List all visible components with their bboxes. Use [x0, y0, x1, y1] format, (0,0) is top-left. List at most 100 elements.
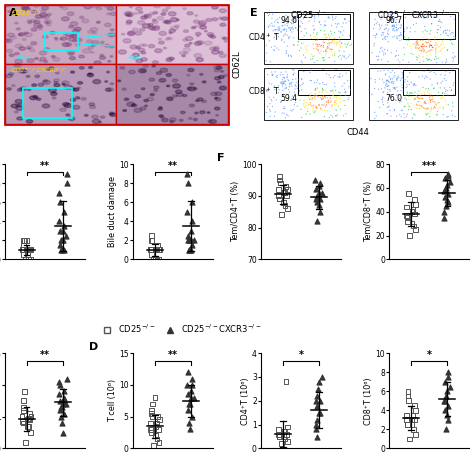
Point [419, 104, 427, 111]
Circle shape [141, 52, 146, 54]
Point [371, 115, 379, 122]
Point [313, 79, 320, 86]
Point [404, 217, 411, 225]
Point [378, 85, 385, 92]
Point [155, 426, 162, 433]
Point [410, 94, 418, 101]
Circle shape [118, 80, 121, 82]
Circle shape [123, 39, 131, 43]
Point [449, 58, 457, 65]
Circle shape [18, 104, 23, 106]
Point [393, 34, 401, 42]
Point [431, 104, 438, 111]
Point [391, 22, 398, 29]
Text: CD8$^+$ T: CD8$^+$ T [248, 86, 280, 97]
Point [426, 96, 434, 103]
Point [18, 246, 26, 253]
Circle shape [97, 21, 100, 23]
Point [18, 246, 26, 253]
Point [310, 12, 318, 19]
Point [315, 46, 322, 53]
Point [391, 33, 398, 40]
Point [328, 30, 335, 38]
Point [439, 45, 447, 52]
Point [412, 45, 419, 52]
Point [377, 24, 384, 31]
Circle shape [36, 15, 42, 19]
Circle shape [164, 20, 170, 23]
Circle shape [132, 104, 136, 106]
Point [306, 96, 313, 103]
Text: ***: *** [422, 161, 437, 171]
Point [324, 43, 331, 50]
Point [392, 53, 399, 60]
Point [311, 92, 319, 100]
Point [410, 211, 418, 218]
Point [282, 78, 289, 85]
Point [150, 442, 157, 449]
Point [438, 46, 445, 53]
Point [285, 24, 292, 32]
Point [410, 416, 418, 424]
Point [379, 76, 386, 83]
Point [412, 53, 420, 61]
Point [371, 76, 379, 83]
Point [333, 112, 340, 120]
Point [424, 66, 432, 73]
Point [314, 46, 321, 53]
Point [379, 94, 387, 101]
Point [426, 108, 434, 115]
Point [445, 170, 452, 177]
Point [283, 74, 291, 82]
Point [292, 83, 300, 90]
Point [188, 198, 196, 206]
Point [430, 102, 438, 110]
Point [317, 21, 325, 29]
Circle shape [138, 68, 146, 73]
Circle shape [194, 25, 198, 28]
Point [342, 92, 350, 99]
Point [274, 89, 282, 96]
Point [423, 35, 431, 43]
Circle shape [223, 38, 228, 40]
Circle shape [40, 57, 46, 61]
Circle shape [159, 78, 166, 82]
Circle shape [88, 30, 93, 34]
Point [414, 93, 421, 100]
Point [323, 34, 331, 41]
Circle shape [5, 5, 10, 7]
Point [27, 413, 35, 420]
Point [282, 81, 290, 88]
Point [266, 22, 274, 29]
Point [383, 77, 391, 84]
Point [283, 26, 290, 33]
Point [306, 111, 314, 118]
Point [408, 220, 416, 227]
Circle shape [154, 89, 158, 92]
Point [411, 28, 419, 35]
Point [430, 105, 438, 112]
Circle shape [170, 118, 176, 121]
Point [376, 104, 383, 111]
Point [272, 26, 279, 33]
Point [391, 106, 398, 113]
Point [451, 34, 459, 41]
Circle shape [188, 87, 196, 91]
Circle shape [145, 105, 147, 106]
Point [310, 52, 318, 59]
Point [271, 108, 279, 116]
Circle shape [107, 71, 109, 73]
Circle shape [110, 56, 113, 57]
Point [279, 22, 287, 29]
Circle shape [28, 22, 31, 24]
Text: D: D [89, 342, 98, 352]
Point [312, 103, 320, 110]
Point [398, 106, 406, 114]
Point [393, 77, 401, 84]
Point [148, 236, 155, 244]
Point [321, 93, 328, 100]
Point [425, 37, 433, 44]
Point [447, 37, 455, 44]
Circle shape [71, 87, 73, 88]
Point [410, 96, 418, 103]
